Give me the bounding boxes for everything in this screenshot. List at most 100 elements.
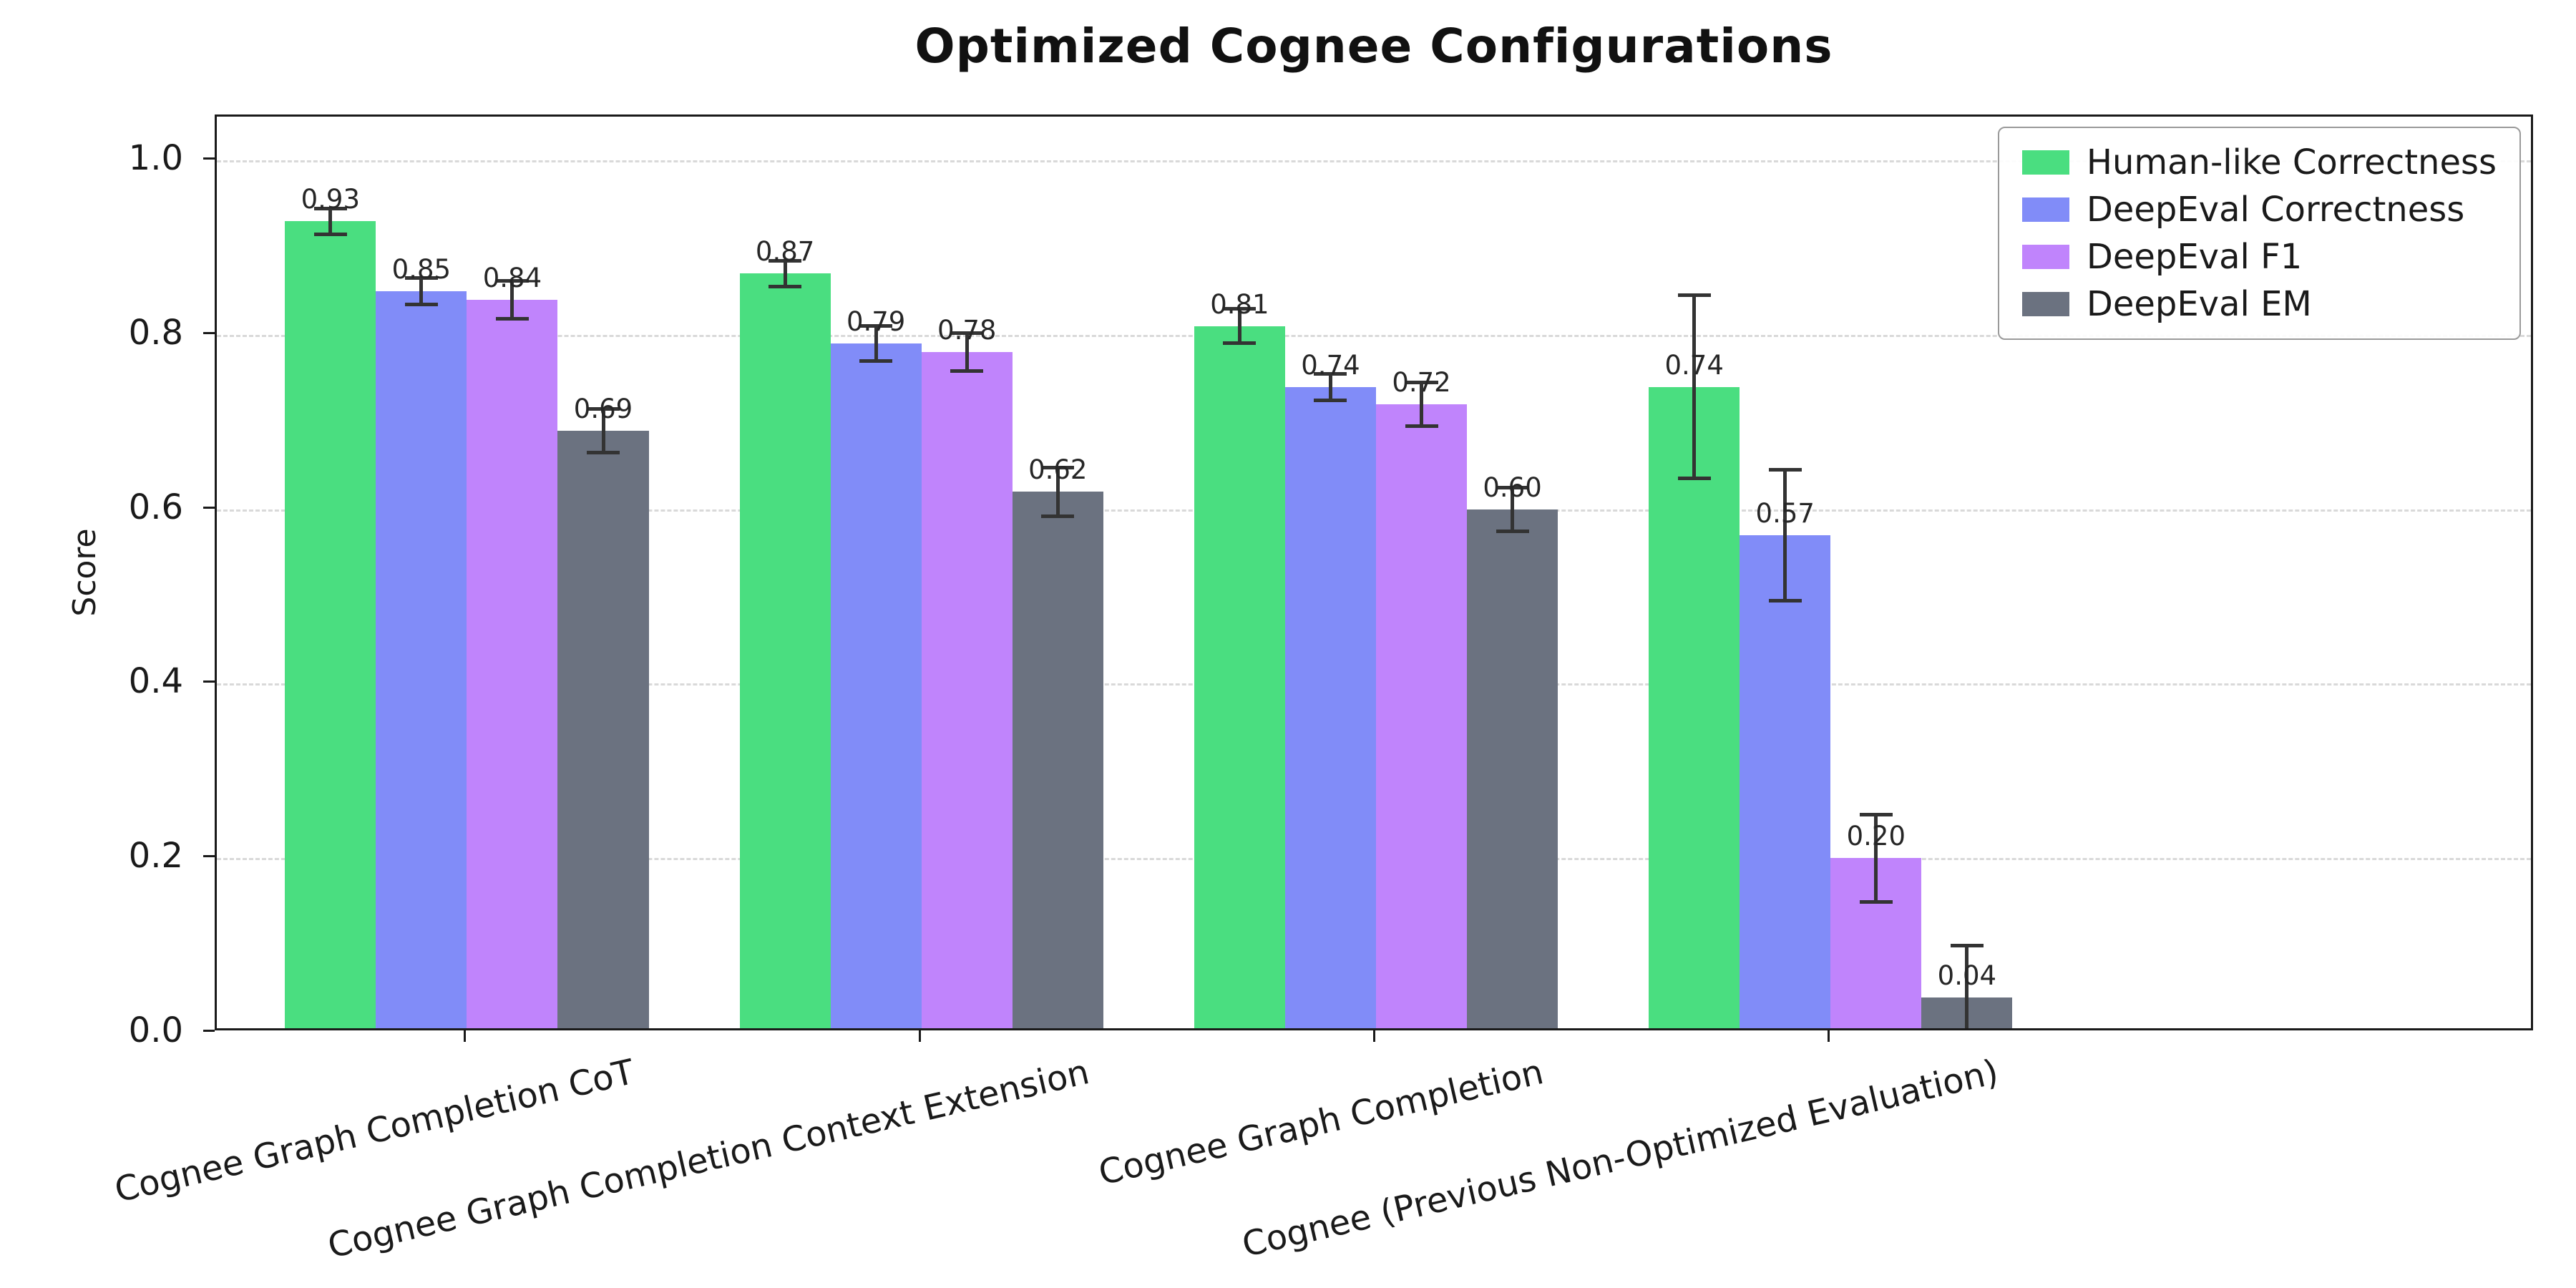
bar [1012,492,1103,1028]
error-bar-cap [1223,306,1257,311]
error-bar-cap [1041,514,1075,518]
y-tick-mark [203,680,215,683]
legend-label: DeepEval EM [2086,284,2312,324]
bar-value-label: 0.74 [1301,349,1360,381]
error-bar-cap [1405,381,1438,385]
error-bar-cap [950,369,984,374]
error-bar-cap [1768,599,1802,603]
bar [1194,326,1285,1028]
y-tick-mark [203,1030,215,1032]
error-bar [1055,467,1060,517]
error-bar-cap [1859,899,1893,904]
legend: Human-like Correctness DeepEval Correctne… [1997,127,2521,340]
bar-value-label: 0.60 [1483,472,1542,503]
y-tick-mark [203,331,215,334]
error-bar [601,409,605,453]
error-bar [783,260,787,287]
error-bar-cap [1768,468,1802,472]
plot-area: Human-like Correctness DeepEval Correctne… [215,114,2533,1030]
x-tick-mark [1828,1030,1830,1042]
bar [1284,386,1376,1028]
x-tick-label: Cognee Graph Completion Context Extensio… [323,1052,1093,1267]
error-bar-cap [1950,943,1984,947]
bar-value-label: 0.85 [391,253,452,285]
bar-value-label: 0.69 [573,393,633,424]
bar-value-label: 0.57 [1755,498,1815,530]
bar [1467,509,1558,1028]
error-bar [1783,469,1787,601]
bar [285,221,376,1028]
bar [1740,535,1831,1028]
error-bar [1420,382,1424,426]
error-bar-cap [587,406,620,411]
bar-value-label: 0.62 [1028,454,1088,486]
error-bar-cap [1496,529,1529,533]
bar-value-label: 0.93 [301,184,360,215]
bar-value-label: 0.72 [1392,367,1451,399]
y-tick-label: 0.2 [128,836,183,877]
error-bar [510,280,514,319]
error-bar-cap [1677,477,1711,481]
bar [739,273,831,1028]
bar-value-label: 0.78 [937,315,997,346]
y-tick-label: 0.6 [128,487,183,527]
error-bar [874,326,878,361]
y-tick-label: 0.4 [128,661,183,702]
bar [1649,386,1740,1028]
error-bar-cap [404,302,438,306]
bar [1376,404,1468,1028]
y-tick-label: 0.0 [128,1010,183,1050]
y-tick-label: 0.8 [128,312,183,353]
error-bar-cap [1314,372,1347,376]
error-bar [965,333,969,371]
y-tick-label: 1.0 [128,137,183,178]
bar-value-label: 0.20 [1846,821,1906,852]
legend-swatch-icon [2021,150,2069,175]
error-bar-cap [313,233,347,237]
error-bar-cap [950,331,984,335]
error-bar-cap [1496,485,1529,489]
legend-swatch-icon [2021,245,2069,269]
error-bar-cap [1677,293,1711,298]
bar-value-label: 0.74 [1664,349,1724,381]
legend-label: Human-like Correctness [2086,142,2497,182]
legend-swatch-icon [2021,292,2069,316]
legend-item: DeepEval F1 [2021,238,2497,275]
bar-value-label: 0.84 [482,263,542,293]
chart-title: Optimized Cognee Configurations [914,19,1833,74]
y-tick-mark [203,855,215,858]
x-tick-mark [1373,1030,1375,1042]
error-bar [1511,487,1515,532]
error-bar-cap [769,285,802,289]
bar-value-label: 0.87 [755,236,815,268]
x-tick-label: Cognee (Previous Non-Optimized Evaluatio… [1238,1052,2002,1266]
error-bar [1328,374,1332,401]
legend-item: DeepEval Correctness [2021,191,2497,228]
legend-swatch-icon [2021,197,2069,222]
gridline [217,160,2531,162]
error-bar [1874,814,1878,902]
x-tick-mark [918,1030,921,1042]
error-bar-cap [859,358,893,363]
bar-value-label: 0.81 [1210,288,1269,320]
legend-item: DeepEval EM [2021,284,2497,324]
error-bar-cap [1859,812,1893,816]
error-bar-cap [495,317,529,321]
bar [557,430,649,1028]
error-bar-cap [769,258,802,263]
y-tick-mark [203,506,215,509]
error-bar [1965,945,1969,1028]
error-bar-cap [859,324,893,328]
error-bar-cap [313,206,347,210]
x-tick-mark [464,1030,467,1042]
error-bar [328,208,333,235]
error-bar-cap [587,450,620,454]
y-tick-mark [203,157,215,160]
error-bar-cap [1405,424,1438,429]
bar-value-label: 0.79 [846,306,906,337]
bar-value-label: 0.04 [1937,960,1997,992]
bar [830,343,922,1028]
bar [921,352,1013,1028]
legend-item: Human-like Correctness [2021,142,2497,182]
